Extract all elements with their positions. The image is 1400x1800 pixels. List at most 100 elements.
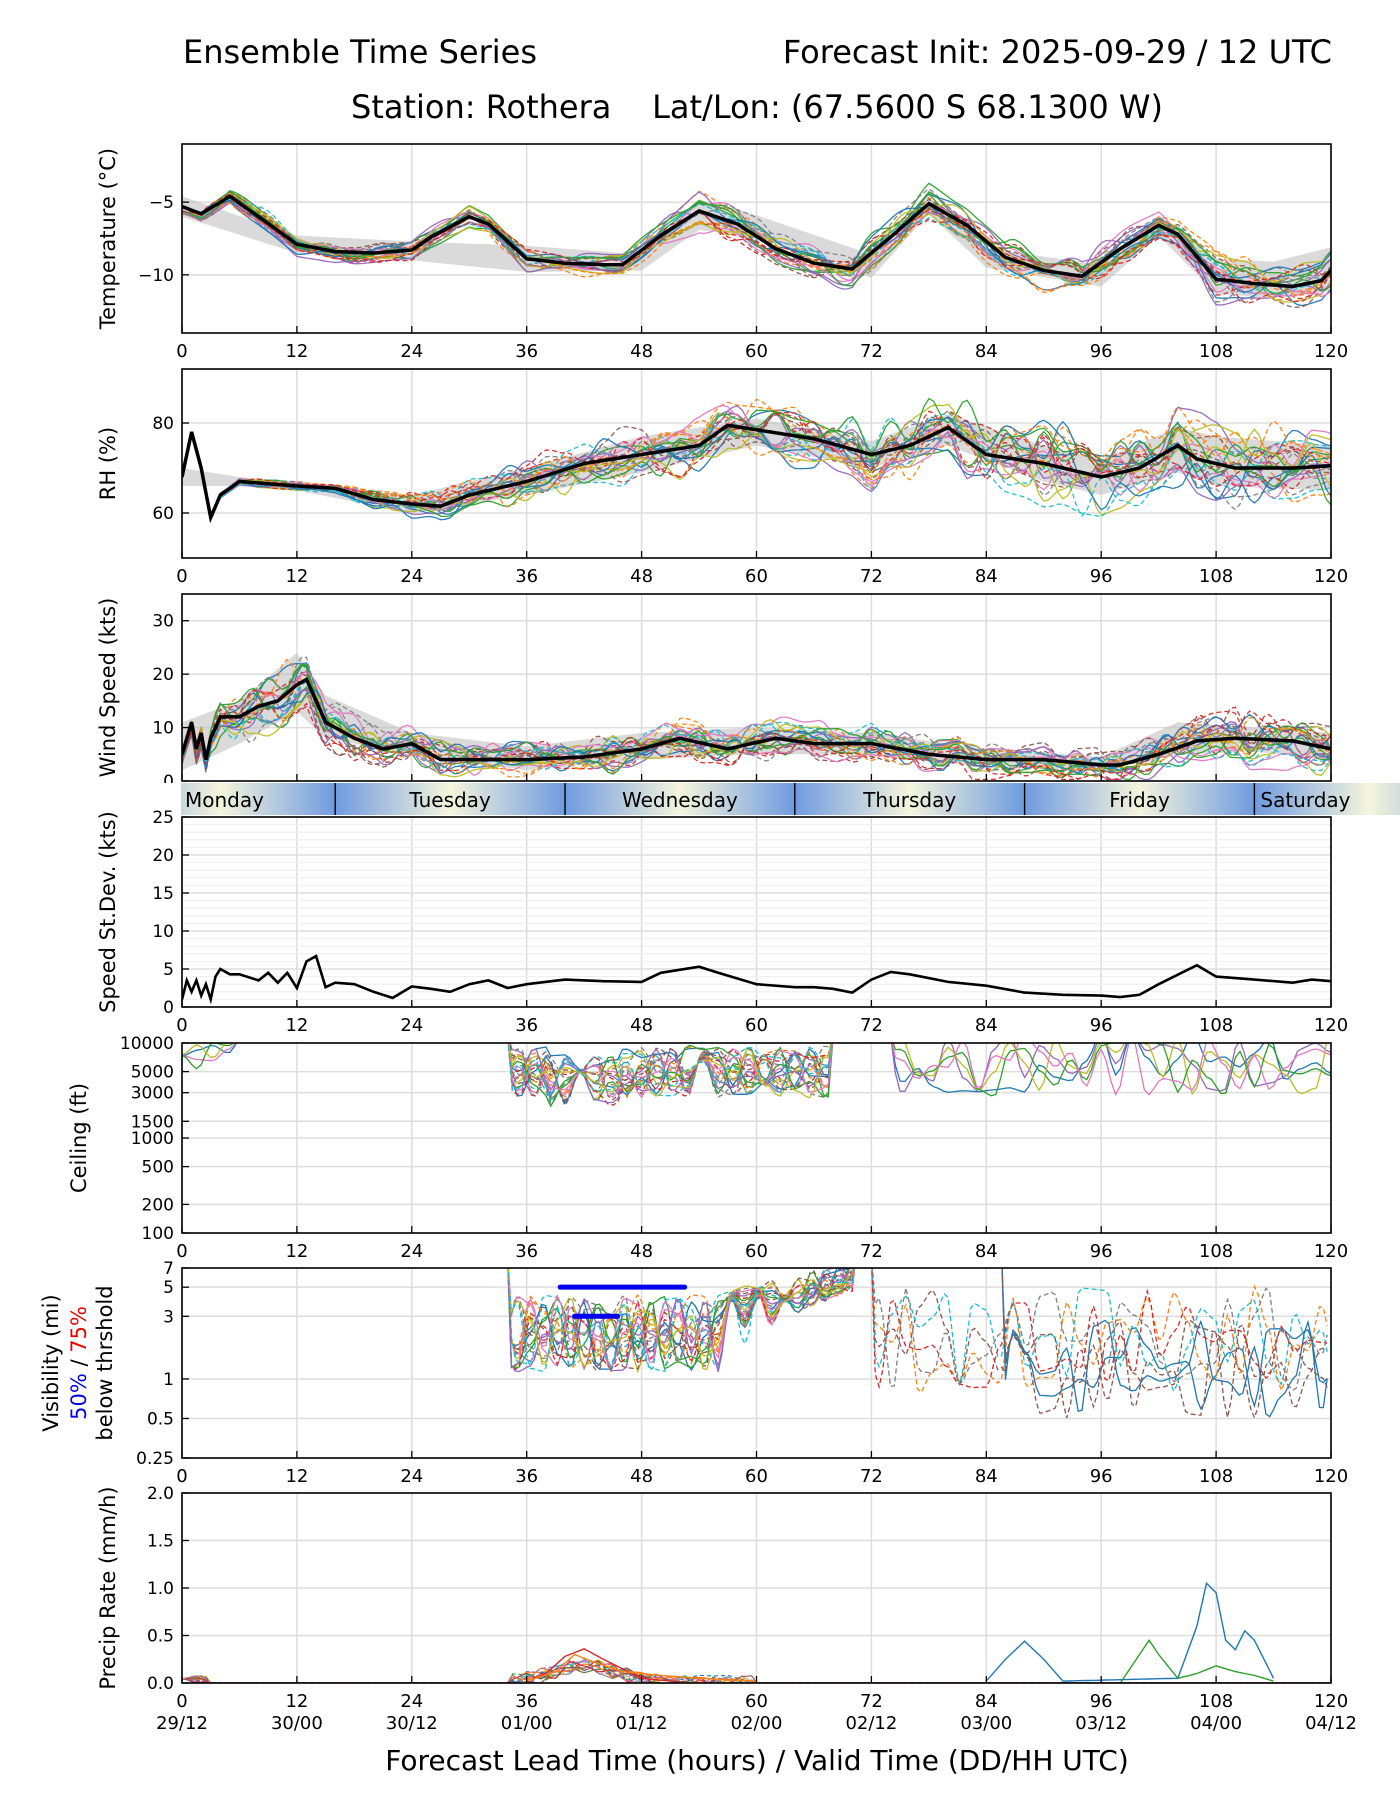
precip-xtick-label: 72	[860, 1691, 883, 1712]
temperature-ylabel: Temperature (°C)	[96, 148, 120, 330]
ensemble-member-line	[182, 397, 1331, 521]
visibility-xtick-label: 48	[630, 1466, 653, 1487]
visibility-xtick-label: 96	[1090, 1466, 1113, 1487]
visibility-ylabel-pct: 50% / 75%	[67, 1306, 91, 1420]
visibility-member-line	[507, 1268, 1328, 1394]
pct-75-label: 75%	[67, 1306, 91, 1353]
ensemble-member-line	[182, 199, 1331, 308]
rh-xtick-label: 48	[630, 566, 653, 587]
ceiling-ytick-label: 3000	[131, 1084, 174, 1104]
stdev-xtick-label: 12	[285, 1015, 308, 1036]
ceiling-xtick-label: 36	[515, 1241, 538, 1262]
precip-xtick-label: 0	[176, 1691, 187, 1712]
valid-time-label: 04/00	[1190, 1713, 1242, 1734]
day-label: Wednesday	[622, 788, 738, 812]
ceiling-member-line	[507, 1043, 1331, 1098]
ceiling-member-line	[507, 1043, 833, 1105]
temperature-xtick-label: 24	[400, 341, 423, 362]
rh-xtick-label: 96	[1090, 566, 1113, 587]
day-segment	[1024, 783, 1255, 815]
temperature-xtick-label: 120	[1314, 341, 1348, 362]
ceiling-ytick-label: 5000	[131, 1063, 174, 1083]
wind-ytick-label: 30	[152, 612, 174, 632]
ceiling-ytick-label: 10000	[120, 1034, 174, 1054]
visibility-member-line	[507, 1268, 1328, 1390]
ceiling-member-line	[507, 1043, 833, 1103]
precip-xtick-label: 48	[630, 1691, 653, 1712]
rh-xtick-label: 36	[515, 566, 538, 587]
visibility-member-line	[507, 1268, 856, 1369]
ensemble-mean-line	[182, 194, 1331, 289]
visibility-member-line	[507, 1268, 1328, 1419]
visibility-ylabel-sub: below thrshold	[93, 1285, 117, 1440]
stdev-panel: 0 12 24 36 48 60 72 84 96 108 120 0 5 10 15 20 25 Speed S…	[96, 808, 1348, 1036]
rh-panel: 0 12 24 36 48 60 72 84 96 108 120 60 80 RH (%)	[96, 368, 1348, 587]
visibility-ytick-label: 5	[163, 1278, 174, 1298]
valid-time-label: 02/00	[731, 1713, 783, 1734]
stdev-ytick-label: 25	[152, 808, 174, 828]
stdev-ytick-label: 15	[152, 884, 174, 904]
ensemble-member-line	[182, 192, 1331, 304]
temperature-panel: 0 12 24 36 48 60 72 84 96 108 120 −5 −10 Temperature …	[96, 143, 1348, 362]
valid-time-label: 02/12	[845, 1713, 897, 1734]
ceiling-ytick-label: 1500	[131, 1112, 174, 1132]
visibility-ytick-label: 0.5	[147, 1409, 174, 1429]
day-label: Friday	[1109, 788, 1170, 812]
visibility-plot-area	[507, 1268, 1328, 1420]
ensemble-member-line	[182, 411, 1331, 521]
valid-time-label: 30/00	[271, 1713, 323, 1734]
wind-panel: 0 10 20 30 Wind Speed (kts)	[96, 593, 1332, 792]
rh-xtick-label: 120	[1314, 566, 1348, 587]
ensemble-mean-line	[182, 677, 1331, 767]
ceiling-member-line	[507, 1043, 831, 1097]
visibility-ylabel: Visibility (mi)	[39, 1294, 63, 1431]
precip-xtick-label: 60	[745, 1691, 768, 1712]
ensemble-member-line	[182, 412, 1331, 521]
precip-ytick-label: 1.5	[147, 1532, 174, 1552]
visibility-member-line	[507, 1268, 1328, 1393]
temperature-xtick-label: 96	[1090, 341, 1113, 362]
day-segment	[335, 783, 565, 815]
rh-xtick-label: 108	[1199, 566, 1233, 587]
rh-ytick-label: 60	[152, 504, 174, 524]
stdev-xtick-label: 36	[515, 1015, 538, 1036]
precip-member-orange	[526, 1653, 757, 1682]
visibility-xtick-label: 72	[860, 1466, 883, 1487]
visibility-ytick-label: 0.25	[136, 1449, 174, 1469]
rh-xtick-label: 60	[745, 566, 768, 587]
visibility-xtick-label: 60	[745, 1466, 768, 1487]
ensemble-member-line	[182, 193, 1331, 283]
figure-title-right: Forecast Init: 2025-09-29 / 12 UTC	[783, 33, 1332, 71]
valid-time-label: 30/12	[386, 1713, 438, 1734]
ceiling-xtick-label: 48	[630, 1241, 653, 1262]
precip-xtick-label: 84	[975, 1691, 998, 1712]
ceiling-xtick-label: 96	[1090, 1241, 1113, 1262]
visibility-member-line	[507, 1268, 855, 1370]
precip-xtick-label: 120	[1314, 1691, 1348, 1712]
rh-xtick-label: 0	[176, 566, 187, 587]
ceiling-xtick-label: 24	[400, 1241, 423, 1262]
stdev-xtick-label: 120	[1314, 1015, 1348, 1036]
ensemble-member-line	[182, 398, 1331, 520]
stdev-plot-area	[182, 824, 1331, 1005]
visibility-xtick-label: 120	[1314, 1466, 1348, 1487]
visibility-member-line	[507, 1268, 854, 1373]
visibility-xtick-label: 0	[176, 1466, 187, 1487]
stdev-xtick-label: 48	[630, 1015, 653, 1036]
stdev-ytick-label: 10	[152, 922, 174, 942]
day-band-mask	[0, 783, 181, 815]
ensemble-member-line	[182, 420, 1331, 519]
ceiling-xtick-label: 60	[745, 1241, 768, 1262]
ceiling-ytick-label: 200	[142, 1195, 174, 1215]
temperature-ytick-label: −5	[149, 193, 174, 213]
valid-time-label: 01/00	[501, 1713, 553, 1734]
visibility-member-line	[507, 1268, 1328, 1420]
ensemble-member-line	[182, 669, 1331, 772]
ceiling-ytick-label: 1000	[131, 1129, 174, 1149]
ceiling-xtick-label: 120	[1314, 1241, 1348, 1262]
visibility-member-line	[507, 1268, 855, 1372]
figure-title-left: Ensemble Time Series	[183, 33, 537, 71]
rh-xtick-label: 24	[400, 566, 423, 587]
stdev-xtick-label: 72	[860, 1015, 883, 1036]
